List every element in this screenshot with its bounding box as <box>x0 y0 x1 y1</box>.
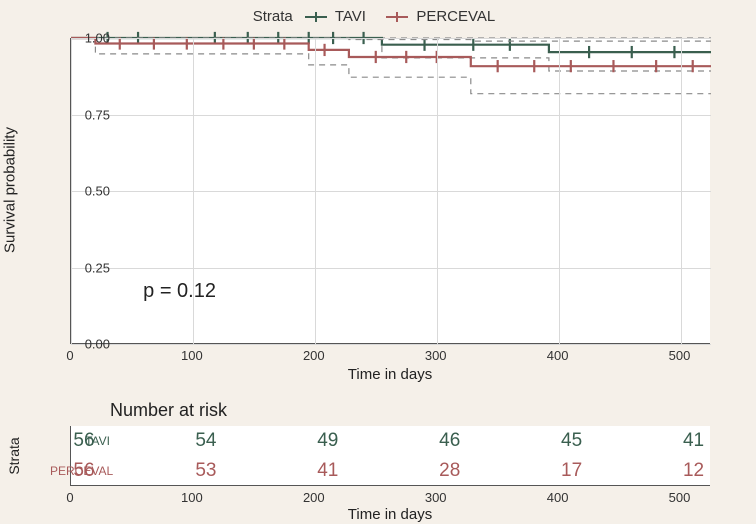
y-tick-label: 0.00 <box>70 337 110 352</box>
legend-swatch-tavi <box>305 10 327 24</box>
y-tick-label: 0.75 <box>70 107 110 122</box>
x-tick-label: 500 <box>669 348 691 363</box>
x-tick-label: 0 <box>66 348 73 363</box>
risk-cell: 41 <box>317 460 338 482</box>
risk-table-title: Number at risk <box>110 400 227 421</box>
legend-item-tavi: TAVI <box>305 8 366 25</box>
legend-swatch-perceval <box>386 10 408 24</box>
y-tick-label: 1.00 <box>70 31 110 46</box>
y-axis-title: Survival probability <box>2 127 19 253</box>
legend-title: Strata <box>253 8 293 25</box>
risk-x-tick-label: 0 <box>66 490 73 505</box>
y-tick-label: 0.50 <box>70 184 110 199</box>
risk-cell: 41 <box>683 430 704 452</box>
risk-cell: 54 <box>195 430 216 452</box>
x-tick-label: 100 <box>181 348 203 363</box>
legend: Strata TAVI PERCEVAL <box>0 8 756 25</box>
risk-cell: 45 <box>561 430 582 452</box>
risk-cell: 17 <box>561 460 582 482</box>
x-tick-label: 400 <box>547 348 569 363</box>
legend-label: TAVI <box>335 8 366 25</box>
gridline-h <box>71 344 711 345</box>
risk-x-tick-label: 400 <box>547 490 569 505</box>
risk-y-axis-title: Strata <box>6 437 22 474</box>
x-axis-title: Time in days <box>348 366 432 383</box>
y-tick-label: 0.25 <box>70 260 110 275</box>
risk-x-tick-label: 300 <box>425 490 447 505</box>
gridline-h <box>71 268 711 269</box>
x-tick-label: 200 <box>303 348 325 363</box>
risk-cell: 53 <box>195 460 216 482</box>
risk-cell: 56 <box>73 460 94 482</box>
risk-table <box>70 426 710 486</box>
gridline-h <box>71 38 711 39</box>
gridline-v <box>437 38 438 344</box>
risk-x-tick-label: 500 <box>669 490 691 505</box>
x-tick-label: 300 <box>425 348 447 363</box>
km-figure: { "legend": { "title": "Strata", "items"… <box>0 0 756 524</box>
risk-x-axis-title: Time in days <box>348 506 432 523</box>
gridline-v <box>681 38 682 344</box>
gridline-v <box>315 38 316 344</box>
risk-cell: 28 <box>439 460 460 482</box>
p-value-text: p = 0.12 <box>143 280 216 303</box>
gridline-v <box>559 38 560 344</box>
legend-swatch-tick <box>396 12 398 22</box>
risk-x-tick-label: 200 <box>303 490 325 505</box>
risk-cell: 49 <box>317 430 338 452</box>
risk-cell: 46 <box>439 430 460 452</box>
gridline-h <box>71 191 711 192</box>
risk-cell: 56 <box>73 430 94 452</box>
gridline-h <box>71 115 711 116</box>
legend-label: PERCEVAL <box>416 8 495 25</box>
risk-x-tick-label: 100 <box>181 490 203 505</box>
legend-item-perceval: PERCEVAL <box>386 8 495 25</box>
risk-cell: 12 <box>683 460 704 482</box>
legend-swatch-tick <box>315 12 317 22</box>
